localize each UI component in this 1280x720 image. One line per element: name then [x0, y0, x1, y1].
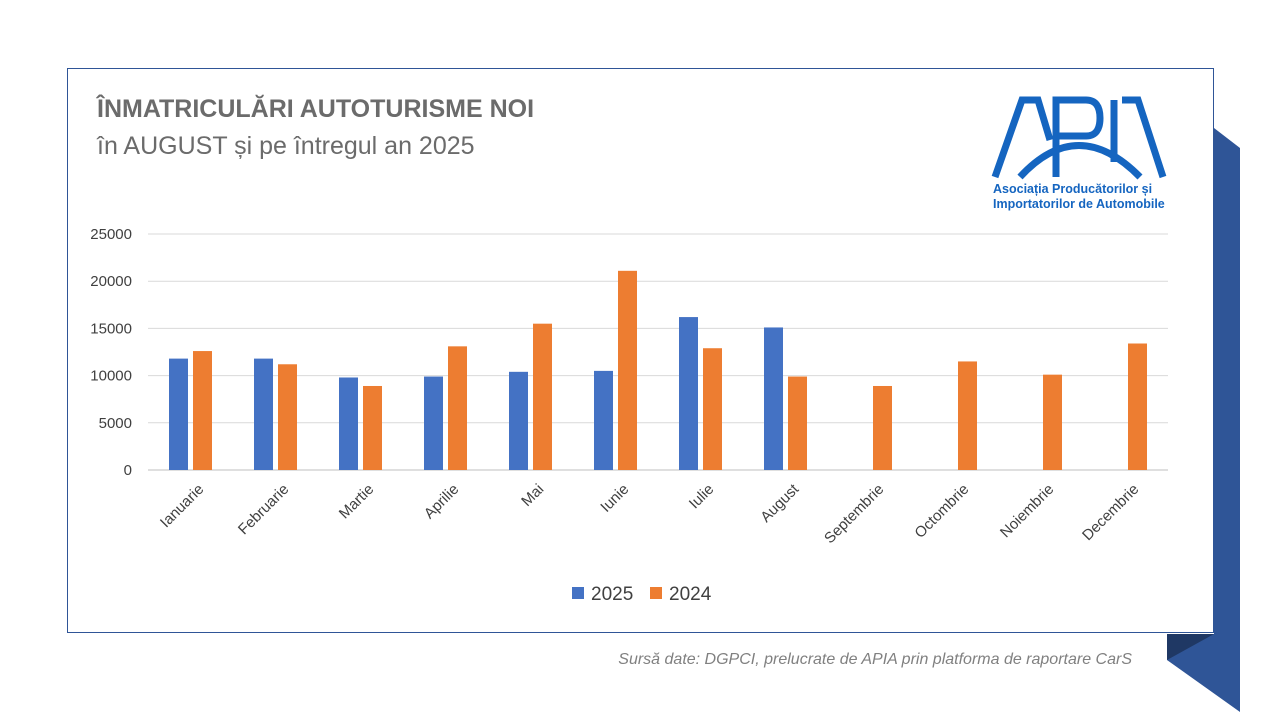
y-tick-label: 10000	[90, 368, 132, 385]
x-tick-label: Decembrie	[1079, 481, 1142, 544]
legend-swatch-2024	[650, 587, 662, 599]
bar-2025-Aprilie	[424, 376, 443, 470]
chart-title: ÎNMATRICULĂRI AUTOTURISME NOI	[97, 95, 535, 123]
logo-caption-line1: Asociația Producătorilor și	[993, 182, 1153, 196]
chart-card	[67, 68, 1214, 633]
x-tick-label: Martie	[336, 481, 377, 522]
x-tick-label: August	[757, 480, 803, 526]
legend-swatch-2025	[572, 587, 584, 599]
y-axis-labels: 0 5000 10000 15000 20000 25000	[90, 226, 132, 479]
x-tick-label: Iulie	[686, 481, 717, 512]
bar-2024-Iunie	[618, 270, 637, 470]
y-tick-label: 25000	[90, 226, 132, 243]
apia-logo	[991, 96, 1167, 180]
bar-2024-Februarie	[278, 364, 297, 470]
bar-2025-Februarie	[254, 358, 273, 470]
bar-2024-Mai	[533, 323, 552, 470]
bar-2024-Octombrie	[958, 361, 977, 470]
bar-2025-Iulie	[679, 317, 698, 470]
bar-2025-Martie	[339, 377, 358, 470]
bar-2024-Aprilie	[448, 346, 467, 470]
x-tick-label: Septembrie	[821, 481, 887, 547]
x-axis-labels: Ianuarie Februarie Martie Aprilie Mai Iunie Iu…	[157, 480, 1142, 547]
chart-subtitle: în AUGUST și pe întregul an 2025	[97, 132, 475, 160]
x-tick-label: Februarie	[235, 481, 292, 538]
logo-caption-line2: Importatorilor de Automobile	[993, 197, 1165, 211]
logo-caption: Asociația Producătorilor și Importatoril…	[993, 182, 1173, 212]
x-tick-label: Noiembrie	[997, 481, 1057, 541]
gridlines	[148, 233, 1168, 471]
bar-2025-Ianuarie	[169, 358, 188, 470]
bar-2025-Iunie	[594, 370, 613, 470]
y-tick-label: 5000	[99, 415, 132, 432]
x-tick-label: Mai	[518, 481, 547, 510]
x-tick-label: Iunie	[597, 481, 632, 516]
bar-2024-Septembrie	[873, 385, 892, 470]
x-tick-label: Octombrie	[911, 481, 972, 542]
x-tick-label: Ianuarie	[157, 481, 207, 531]
bar-2024-Ianuarie	[193, 351, 212, 470]
bar-2025-Mai	[509, 371, 528, 470]
bars	[169, 270, 1147, 470]
x-tick-label: Aprilie	[421, 481, 462, 522]
y-tick-label: 15000	[90, 320, 132, 337]
source-note: Sursă date: DGPCI, prelucrate de APIA pr…	[618, 651, 1132, 668]
y-tick-label: 0	[124, 462, 132, 479]
y-tick-label: 20000	[90, 273, 132, 290]
legend-label-2025: 2025	[591, 584, 633, 605]
bar-2025-August	[764, 327, 783, 470]
bar-2024-Iulie	[703, 348, 722, 470]
bar-2024-Noiembrie	[1043, 374, 1062, 470]
bar-2024-Martie	[363, 385, 382, 470]
bar-2024-August	[788, 376, 807, 470]
legend-label-2024: 2024	[669, 584, 712, 605]
bar-2024-Decembrie	[1128, 343, 1147, 470]
legend: 2025 2024	[572, 584, 712, 605]
